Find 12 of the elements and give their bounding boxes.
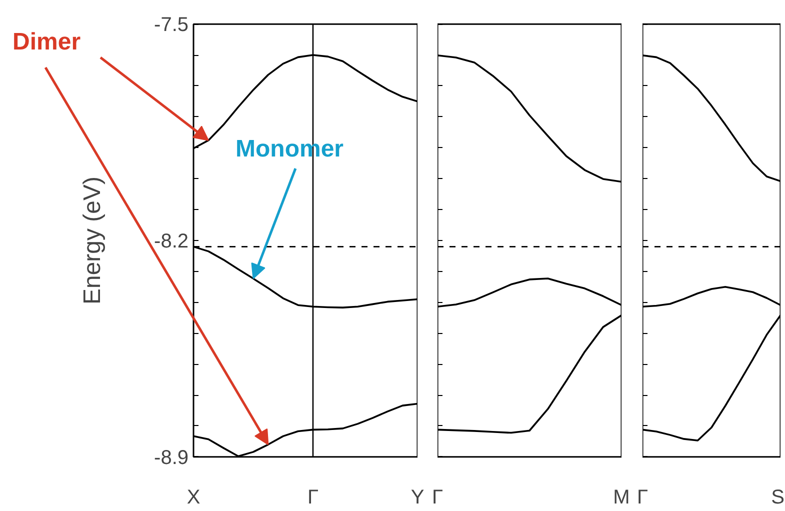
y-tick-label: -8.9 xyxy=(154,446,189,469)
y-tick-label: -7.5 xyxy=(154,14,189,36)
y-axis-title: Energy (eV) xyxy=(79,176,106,305)
x-tick-label: M xyxy=(613,486,630,508)
x-tick-label: Γ xyxy=(307,486,318,508)
x-tick-label: Γ xyxy=(432,486,444,508)
x-tick-label: S xyxy=(771,486,785,508)
x-tick-label: Y xyxy=(410,486,424,508)
text: Dimer xyxy=(12,28,81,56)
x-tick-label: Γ xyxy=(636,486,648,508)
y-tick-label: -8.2 xyxy=(154,230,189,252)
x-tick-label: X xyxy=(186,486,200,508)
